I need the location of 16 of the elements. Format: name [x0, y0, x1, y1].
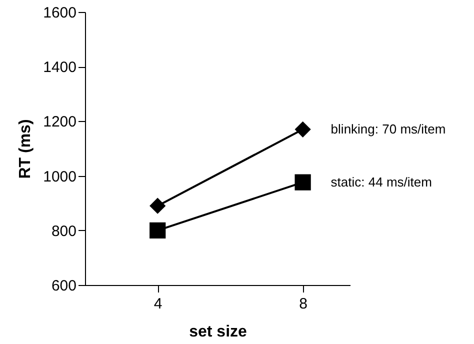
- series-label: blinking: 70 ms/item: [330, 121, 446, 136]
- y-axis-title: RT (ms): [17, 119, 34, 179]
- point: [150, 198, 166, 214]
- point: [294, 121, 311, 138]
- y-tick-label: 800: [51, 222, 76, 240]
- x-tick-label: 4: [154, 296, 162, 312]
- y-tick-label: 1200: [43, 114, 76, 131]
- point: [150, 222, 166, 238]
- series-label: static: 44 ms/item: [330, 174, 432, 190]
- point: [294, 174, 311, 190]
- y-tick-label: 1000: [43, 168, 76, 186]
- x-axis-title: set size: [189, 324, 248, 340]
- y-tick-label: 600: [51, 278, 76, 294]
- y-tick-label: 1400: [43, 59, 76, 76]
- x-tick-label: 8: [299, 296, 308, 312]
- y-tick-label: 1600: [43, 4, 76, 22]
